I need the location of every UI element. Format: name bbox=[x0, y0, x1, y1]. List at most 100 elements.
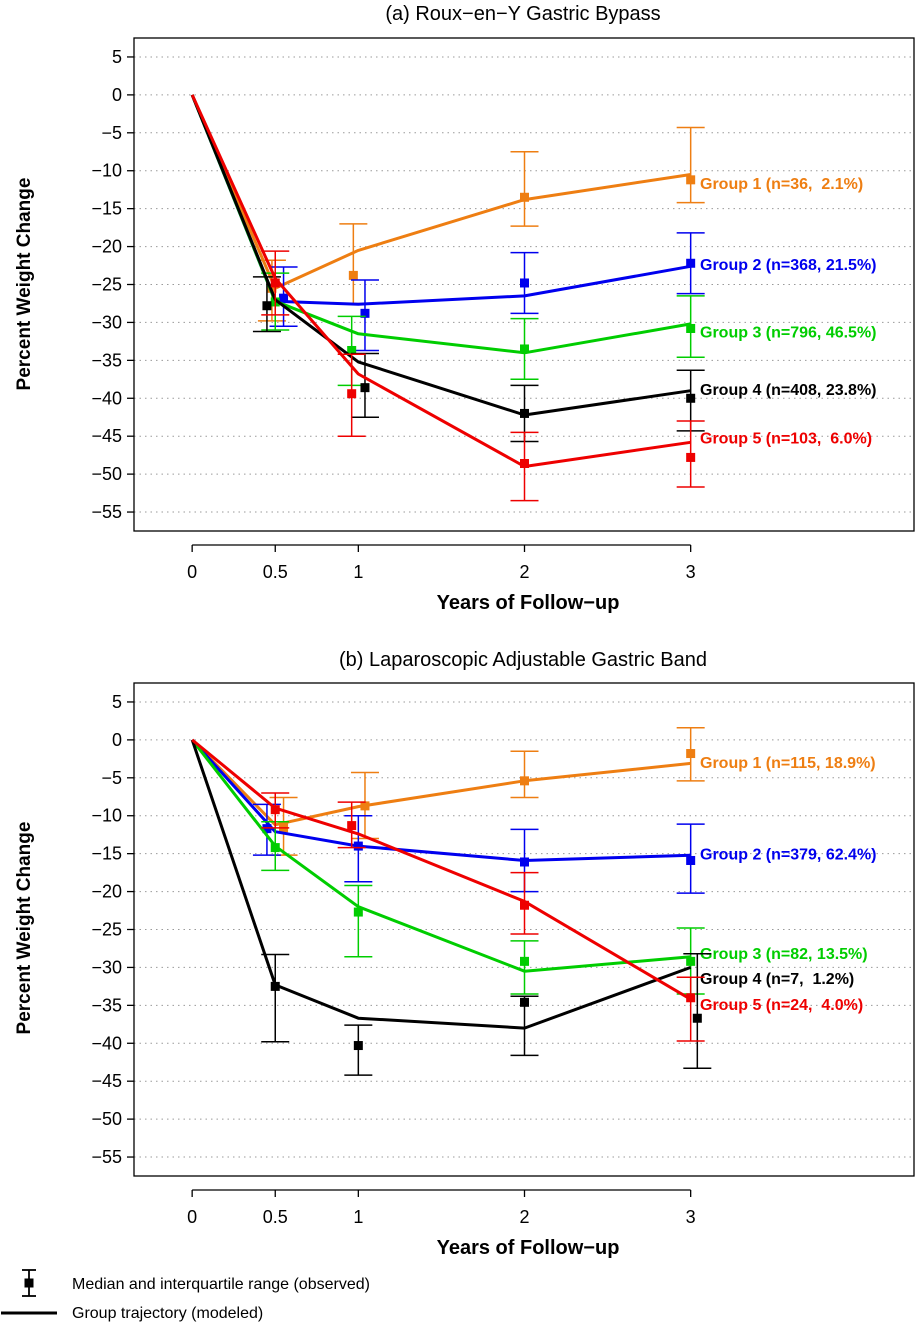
x-tick-label: 0 bbox=[187, 562, 197, 582]
median-marker bbox=[353, 841, 363, 851]
observed-point bbox=[252, 803, 281, 856]
y-tick-label: −35 bbox=[91, 350, 122, 370]
median-marker bbox=[520, 458, 529, 468]
series-group-3: Group 3 (n=82, 13.5%) bbox=[191, 738, 868, 995]
plot-border bbox=[133, 37, 915, 532]
y-tick-label: −50 bbox=[91, 1109, 122, 1129]
median-marker bbox=[262, 301, 272, 311]
legend-observed-label: Median and interquartile range (observed… bbox=[72, 1276, 370, 1293]
trajectory-line bbox=[190, 94, 691, 417]
median-marker bbox=[347, 821, 357, 831]
y-tick-label: −40 bbox=[91, 388, 122, 408]
y-tick-label: −10 bbox=[91, 161, 122, 181]
panel-b-lap-band: (b) Laparoscopic Adjustable Gastric Band… bbox=[14, 649, 915, 1259]
series-group-5: Group 5 (n=103, 6.0%) bbox=[190, 94, 872, 502]
group-label: Group 4 (n=7, 1.2%) bbox=[700, 971, 854, 988]
median-marker bbox=[520, 344, 529, 354]
trajectory-line bbox=[190, 94, 691, 468]
median-marker bbox=[686, 175, 696, 185]
y-tick-label: −15 bbox=[91, 844, 122, 864]
median-marker bbox=[520, 776, 529, 786]
trajectory-line bbox=[191, 738, 691, 827]
group-label: Group 2 (n=379, 62.4%) bbox=[700, 847, 877, 864]
median-marker bbox=[686, 452, 696, 462]
observed-point bbox=[510, 995, 539, 1057]
plot-border bbox=[133, 682, 915, 1177]
median-marker bbox=[686, 993, 696, 1003]
observed-point bbox=[676, 976, 705, 1042]
x-tick-label: 3 bbox=[686, 562, 696, 582]
observed-point bbox=[261, 953, 290, 1043]
observed-point bbox=[683, 953, 712, 1070]
observed-point bbox=[344, 814, 373, 883]
median-marker bbox=[520, 997, 529, 1007]
median-marker bbox=[270, 981, 280, 991]
median-marker bbox=[279, 293, 289, 303]
trajectory-line bbox=[191, 738, 692, 1001]
y-tick-label: −20 bbox=[91, 882, 122, 902]
series-group-3: Group 3 (n=796, 46.5%) bbox=[190, 94, 877, 387]
observed-point bbox=[510, 317, 539, 381]
median-marker bbox=[348, 270, 358, 280]
median-marker bbox=[520, 900, 529, 910]
median-marker bbox=[262, 824, 272, 834]
observed-point bbox=[510, 251, 539, 315]
y-tick-label: −45 bbox=[91, 1071, 122, 1091]
observed-point bbox=[676, 726, 705, 782]
y-tick-label: −55 bbox=[91, 502, 122, 522]
y-tick-label: −5 bbox=[101, 768, 122, 788]
observed-point bbox=[510, 431, 539, 502]
group-label: Group 1 (n=36, 2.1%) bbox=[700, 176, 863, 193]
series-group-4: Group 4 (n=408, 23.8%) bbox=[190, 94, 877, 443]
y-tick-label: 5 bbox=[112, 692, 122, 712]
observed-point bbox=[337, 353, 366, 437]
panel-title: (a) Roux−en−Y Gastric Bypass bbox=[385, 3, 660, 25]
y-tick-label: −40 bbox=[91, 1033, 122, 1053]
median-marker bbox=[270, 805, 280, 815]
median-marker bbox=[360, 383, 370, 393]
series-group-1: Group 1 (n=115, 18.9%) bbox=[191, 726, 876, 856]
observed-point bbox=[261, 250, 290, 316]
observed-point bbox=[252, 276, 281, 333]
series-group-5: Group 5 (n=24, 4.0%) bbox=[191, 738, 863, 1042]
median-marker bbox=[686, 323, 696, 333]
panel-title: (b) Laparoscopic Adjustable Gastric Band bbox=[339, 649, 707, 671]
y-tick-label: −50 bbox=[91, 464, 122, 484]
x-axis-label: Years of Follow−up bbox=[437, 1237, 620, 1259]
observed-point bbox=[510, 940, 539, 995]
y-tick-label: −10 bbox=[91, 806, 122, 826]
trajectory-line bbox=[190, 94, 691, 290]
series-group-1: Group 1 (n=36, 2.1%) bbox=[190, 94, 863, 322]
observed-point bbox=[676, 295, 705, 359]
observed-point bbox=[269, 266, 298, 327]
y-axis-label: Percent Weight Change bbox=[14, 822, 35, 1035]
median-marker bbox=[686, 855, 696, 865]
median-marker bbox=[353, 1041, 363, 1051]
observed-point bbox=[676, 126, 705, 204]
observed-point bbox=[337, 801, 366, 849]
median-marker bbox=[347, 389, 357, 399]
median-marker bbox=[686, 393, 696, 403]
y-tick-label: −30 bbox=[91, 957, 122, 977]
observed-point bbox=[676, 823, 705, 894]
median-marker bbox=[520, 192, 529, 202]
median-marker bbox=[520, 408, 529, 418]
median-marker bbox=[270, 843, 280, 853]
group-label: Group 3 (n=796, 46.5%) bbox=[700, 325, 877, 342]
median-marker bbox=[520, 956, 529, 966]
y-tick-label: −25 bbox=[91, 275, 122, 295]
observed-point bbox=[510, 750, 539, 799]
observed-point bbox=[350, 771, 379, 840]
x-tick-label: 3 bbox=[686, 1207, 696, 1227]
median-marker bbox=[353, 907, 363, 917]
x-tick-label: 2 bbox=[519, 562, 529, 582]
x-tick-label: 0.5 bbox=[263, 562, 288, 582]
legend: Median and interquartile range (observed… bbox=[1, 1269, 370, 1322]
y-tick-label: −15 bbox=[91, 199, 122, 219]
median-marker bbox=[360, 308, 370, 318]
y-axis-label: Percent Weight Change bbox=[14, 178, 35, 391]
median-marker bbox=[270, 278, 280, 288]
x-axis-label: Years of Follow−up bbox=[437, 592, 620, 614]
observed-point bbox=[510, 151, 539, 227]
observed-point bbox=[339, 223, 368, 305]
